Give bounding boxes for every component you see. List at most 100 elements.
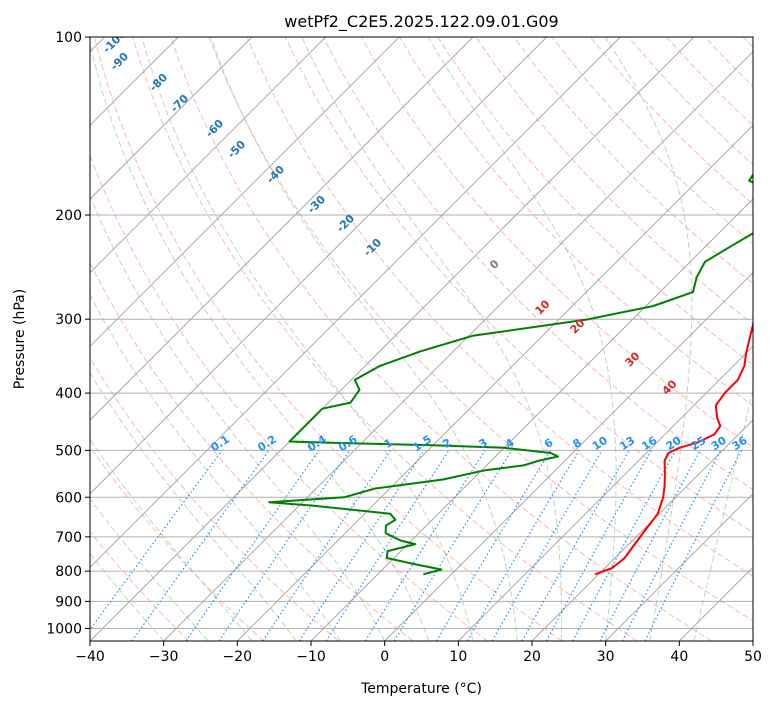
dry-adiabat-line [132, 37, 638, 641]
mixing-ratio-label: 0.2 [255, 433, 278, 455]
x-tick-label: 40 [670, 649, 688, 665]
y-tick-label: 900 [55, 594, 82, 610]
isotherm-line [310, 198, 753, 641]
dry-adiabat-label: 10 [533, 297, 553, 317]
profile-line-2 [268, 173, 753, 576]
y-tick-label: 600 [55, 490, 82, 506]
x-tick-label: −30 [149, 649, 179, 665]
mixing-ratio-line [262, 450, 391, 641]
y-axis-title: Pressure (hPa) [12, 289, 28, 389]
mixing-ratio-line [621, 450, 722, 641]
isotherm-line [605, 492, 753, 641]
isotherm-line [531, 419, 753, 641]
mixing-ratio-label: 3 [476, 436, 490, 451]
mixing-ratio-line [521, 450, 630, 641]
mixing-ratio-label: 0.4 [305, 433, 329, 455]
dry-adiabat-line [437, 37, 753, 366]
mixing-ratio-label: 0.1 [208, 433, 231, 455]
isotherm-line [678, 566, 753, 641]
y-tick-label: 400 [55, 386, 82, 402]
dry-adiabat-label: 30 [623, 349, 643, 369]
y-tick-label: 100 [55, 30, 82, 46]
dry-adiabat-line [666, 37, 753, 127]
y-tick-label: 300 [55, 312, 82, 328]
dry-adiabat-line [90, 445, 264, 641]
moist-adiabat-line [301, 37, 563, 641]
isotherm-line [90, 37, 474, 421]
x-tick-label: 0 [380, 649, 389, 665]
mixing-ratio-line [393, 450, 513, 641]
moist-adiabat-line [90, 194, 386, 641]
x-tick-label: 30 [597, 649, 615, 665]
dry-adiabat-line [246, 37, 753, 577]
dry-adiabat-line [208, 37, 753, 622]
chart-title: wetPf2_C2E5.2025.122.09.01.G09 [284, 12, 558, 32]
dry-adiabat-line [90, 530, 190, 641]
isotherm-line [457, 345, 753, 641]
mixing-ratio-label: 2 [440, 436, 454, 451]
dry-adiabat-label: -50 [225, 138, 248, 161]
mixing-ratio-lines [90, 450, 743, 641]
dry-adiabats [90, 37, 753, 641]
mixing-ratio-line [599, 450, 701, 641]
y-tick-label: 500 [55, 443, 82, 459]
mixing-ratio-line [435, 450, 552, 641]
dry-adiabat-line [90, 153, 488, 641]
moist-adiabat-line [90, 372, 297, 641]
isotherm-line [163, 50, 753, 641]
y-tick-label: 200 [55, 208, 82, 224]
x-tick-label: 10 [449, 649, 467, 665]
dry-adiabat-label: -30 [305, 193, 328, 216]
dry-adiabat-line [90, 356, 339, 641]
isotherm-line [90, 37, 621, 569]
dry-adiabat-line [589, 37, 753, 205]
dry-adiabat-line [551, 37, 753, 245]
mixing-ratio-line [644, 450, 743, 641]
isotherm-line [90, 37, 695, 641]
dry-adiabat-label: -40 [264, 163, 287, 186]
mixing-ratio-line [572, 450, 677, 641]
isotherm-line [384, 271, 753, 641]
x-tick-label: 20 [523, 649, 541, 665]
x-tick-label: 50 [744, 649, 762, 665]
dry-adiabat-line [361, 37, 753, 448]
isotherm-line [90, 37, 548, 495]
isotherm-line [90, 37, 400, 348]
y-tick-label: 700 [55, 530, 82, 546]
isotherms [90, 37, 753, 641]
profile-series [268, 173, 753, 576]
isotherm-line [90, 37, 253, 200]
y-tick-label: 800 [55, 564, 82, 580]
plot-frame [89, 36, 754, 642]
dry-adiabat-label: -70 [168, 92, 191, 115]
isotherm-line [752, 640, 753, 641]
mixing-ratio-label: 0.6 [336, 433, 360, 455]
dry-adiabat-line [513, 37, 753, 285]
profile-line-1 [594, 320, 753, 576]
x-tick-label: −10 [296, 649, 326, 665]
dry-adiabat-line [475, 37, 753, 325]
x-tick-label: −40 [75, 649, 105, 665]
moist-adiabat-line [693, 387, 753, 641]
dry-adiabat-label: -60 [203, 117, 226, 140]
mixing-ratio-line [218, 450, 351, 641]
dry-adiabat-line [742, 37, 753, 48]
moist-adiabat-line [427, 37, 617, 641]
moist-adiabat-line [141, 37, 474, 641]
mixing-ratio-line [325, 450, 450, 641]
x-axis: −40 −30 −20 −10 0 10 20 30 40 50 [75, 641, 762, 665]
plot-area: 0.1 0.2 0.4 0.6 1 1.5 2 3 4 6 8 10 13 16 20 25 30 36-100-… [90, 27, 753, 641]
mixing-ratio-line [298, 450, 425, 641]
isotherm-line [236, 124, 753, 641]
moist-adiabat-line [210, 37, 518, 641]
dry-adiabat-line [399, 37, 753, 407]
mixing-ratio-line [90, 450, 223, 631]
moist-adiabat-line [90, 553, 165, 641]
dry-adiabat-label: -100 [100, 27, 129, 56]
mixing-ratio-line [131, 450, 270, 641]
mixing-ratio-label: 6 [542, 436, 556, 451]
x-axis-title: Temperature (°C) [360, 681, 482, 697]
y-tick-label: 1000 [46, 621, 82, 637]
mixing-ratio-line [545, 450, 652, 641]
isotherm-line [90, 37, 327, 274]
